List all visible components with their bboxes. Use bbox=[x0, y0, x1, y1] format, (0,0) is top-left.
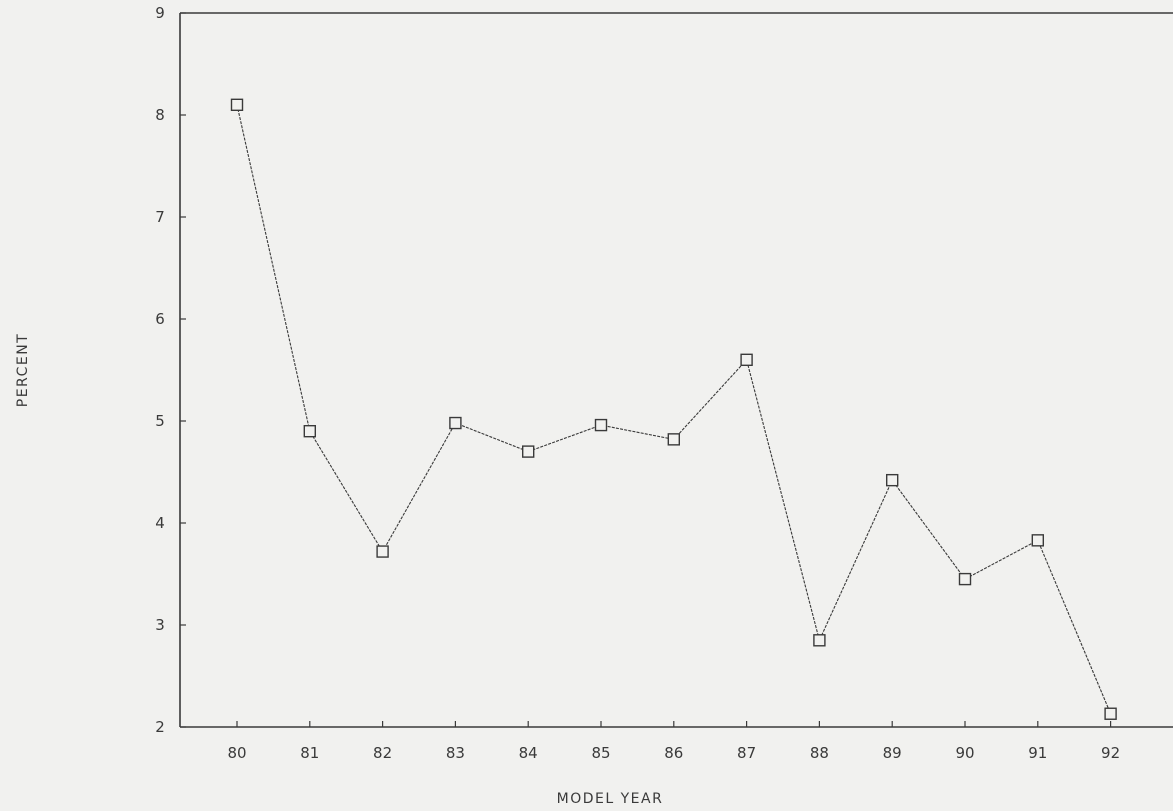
data-point-marker bbox=[958, 572, 972, 586]
x-tick-label: 84 bbox=[519, 744, 538, 762]
data-point-marker bbox=[740, 353, 753, 366]
y-tick-label: 6 bbox=[155, 310, 165, 328]
data-point-marker bbox=[1104, 707, 1117, 720]
x-tick-label: 85 bbox=[591, 744, 610, 762]
x-tick-label: 83 bbox=[446, 744, 465, 762]
y-tick-label: 9 bbox=[155, 4, 165, 22]
data-point-marker bbox=[813, 634, 826, 647]
y-tick-label: 5 bbox=[155, 412, 165, 430]
data-point-marker bbox=[886, 473, 899, 487]
x-tick-label: 91 bbox=[1028, 744, 1047, 762]
x-tick-label: 92 bbox=[1101, 744, 1120, 762]
x-tick-label: 82 bbox=[373, 744, 392, 762]
x-tick-label: 88 bbox=[810, 744, 829, 762]
data-point-marker bbox=[1031, 534, 1045, 547]
y-tick-label: 3 bbox=[155, 616, 165, 634]
x-axis-title: MODEL YEAR bbox=[557, 791, 664, 807]
y-axis-ticks: 2 3 4 5 6 7 8 9 bbox=[155, 4, 186, 736]
data-point-marker bbox=[594, 418, 608, 432]
y-tick-label: 2 bbox=[155, 718, 165, 736]
x-tick-label: 90 bbox=[955, 744, 974, 762]
y-tick-label: 4 bbox=[155, 514, 165, 532]
x-axis-ticks: 80 81 82 83 84 85 86 87 88 89 90 91 92 bbox=[227, 721, 1120, 762]
y-axis-title: PERCENT bbox=[15, 333, 31, 407]
x-tick-label: 80 bbox=[227, 744, 246, 762]
x-tick-label: 81 bbox=[300, 744, 319, 762]
series-line bbox=[236, 104, 1112, 714]
x-tick-label: 89 bbox=[883, 744, 902, 762]
y-tick-label: 7 bbox=[155, 208, 165, 226]
y-tick-label: 8 bbox=[155, 106, 165, 124]
data-point-marker bbox=[522, 445, 535, 458]
data-point-marker bbox=[303, 425, 316, 438]
data-point-marker bbox=[230, 98, 244, 112]
data-point-marker bbox=[376, 545, 389, 558]
data-point-marker bbox=[667, 433, 680, 446]
data-series bbox=[230, 98, 1117, 720]
x-tick-label: 86 bbox=[664, 744, 683, 762]
x-tick-label: 87 bbox=[737, 744, 756, 762]
chart-axes bbox=[179, 12, 1173, 728]
data-point-marker bbox=[449, 416, 462, 430]
